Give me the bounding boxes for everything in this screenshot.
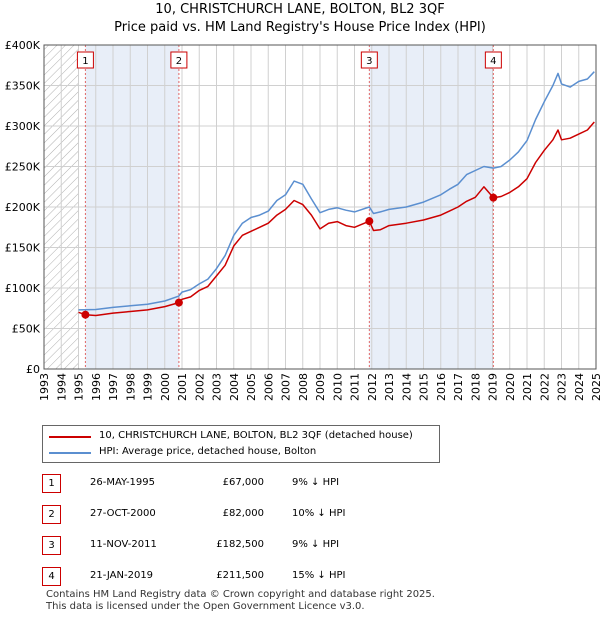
transaction-label-box: [170, 51, 188, 69]
x-tick-label: 1997: [107, 373, 120, 401]
x-tick-label: 2024: [573, 373, 586, 401]
transaction-row: 2 27-OCT-2000 £82,000 10% ↓ HPI: [42, 504, 402, 524]
sale-marker: [489, 193, 498, 202]
x-tick-label: 2018: [469, 373, 482, 401]
plot-border: [43, 44, 597, 370]
legend-swatch-property: [49, 436, 91, 438]
y-tick-label: £50K: [12, 323, 41, 336]
transaction-date: 21-JAN-2019: [90, 570, 154, 581]
x-tick-label: 2011: [349, 373, 362, 401]
footer-licence: This data is licensed under the Open Gov…: [46, 601, 365, 612]
transaction-row: 3 11-NOV-2011 £182,500 9% ↓ HPI: [42, 535, 402, 555]
transaction-number: 2: [42, 505, 61, 524]
legend: 10, CHRISTCHURCH LANE, BOLTON, BL2 3QF (…: [42, 425, 440, 463]
price-chart: 1 2 3 4 £0 £50K £100K £150K £200K £250K £300K £350…: [5, 39, 600, 401]
x-tick-label: 2008: [297, 373, 310, 401]
transaction-date: 26-MAY-1995: [90, 477, 156, 488]
y-tick-label: £200K: [5, 201, 41, 214]
transaction-number: 4: [42, 567, 61, 586]
sale-marker: [365, 217, 374, 226]
transaction-label-box: [360, 51, 378, 69]
x-tick-label: 2005: [245, 373, 258, 401]
transaction-row: 4 21-JAN-2019 £211,500 15% ↓ HPI: [42, 566, 402, 586]
y-tick-label: £150K: [5, 242, 41, 255]
x-tick-label: 2025: [590, 373, 600, 401]
legend-label-hpi: HPI: Average price, detached house, Bolt…: [99, 446, 317, 457]
transaction-label-box: [76, 51, 94, 69]
sale-marker: [174, 298, 183, 307]
x-tick-label: 2004: [228, 373, 241, 401]
transaction-label: 4: [490, 56, 496, 67]
sale-marker: [81, 310, 90, 319]
transaction-price: £211,500: [216, 570, 264, 581]
x-tick-label: 2002: [193, 373, 206, 401]
x-tick-label: 2022: [538, 373, 551, 401]
x-tick-label: 2013: [383, 373, 396, 401]
transaction-hpi-diff: 15% ↓ HPI: [292, 570, 346, 581]
x-tick-label: 2017: [452, 373, 465, 401]
legend-swatch-hpi: [49, 452, 91, 454]
property-series-line: [78, 121, 595, 317]
transaction-hpi-diff: 9% ↓ HPI: [292, 477, 340, 488]
x-tick-label: 2009: [314, 373, 327, 401]
transaction-number: 1: [42, 474, 61, 493]
x-tick-label: 1998: [124, 373, 137, 401]
x-tick-label: 2019: [487, 373, 500, 401]
transaction-date: 11-NOV-2011: [90, 539, 157, 550]
x-tick-label: 2015: [418, 373, 431, 401]
transaction-date: 27-OCT-2000: [90, 508, 156, 519]
x-tick-label: 2003: [211, 373, 224, 401]
transaction-label: 2: [176, 56, 182, 67]
x-tick-label: 2020: [504, 373, 517, 401]
x-tick-label: 1996: [90, 373, 103, 401]
x-tick-label: 2012: [366, 373, 379, 401]
x-tick-label: 1995: [73, 373, 86, 401]
x-tick-label: 2023: [556, 373, 569, 401]
transaction-price: £67,000: [222, 477, 264, 488]
x-tick-label: 1999: [142, 373, 155, 401]
transaction-hpi-diff: 10% ↓ HPI: [292, 508, 346, 519]
transaction-hpi-diff: 9% ↓ HPI: [292, 539, 340, 550]
transaction-price: £82,000: [222, 508, 264, 519]
x-tick-label: 2001: [176, 373, 189, 401]
y-tick-label: £0: [26, 363, 40, 376]
x-tick-label: 2000: [159, 373, 172, 401]
transaction-row: 1 26-MAY-1995 £67,000 9% ↓ HPI: [42, 473, 402, 493]
y-tick-label: £300K: [5, 120, 41, 133]
transaction-label: 1: [82, 56, 88, 67]
x-tick-label: 2014: [400, 373, 413, 401]
x-tick-label: 2006: [262, 373, 275, 401]
legend-label-property: 10, CHRISTCHURCH LANE, BOLTON, BL2 3QF (…: [99, 430, 413, 441]
x-tick-label: 2021: [521, 373, 534, 401]
x-tick-label: 1993: [38, 373, 51, 401]
x-tick-label: 2016: [435, 373, 448, 401]
hpi-series-line: [78, 71, 595, 311]
y-tick-label: £400K: [5, 39, 41, 52]
x-tick-label: 1994: [55, 373, 68, 401]
y-tick-label: £250K: [5, 161, 41, 174]
transaction-number: 3: [42, 536, 61, 555]
transaction-label: 3: [366, 56, 372, 67]
x-tick-label: 2010: [331, 373, 344, 401]
chart-subtitle: Price paid vs. HM Land Registry's House …: [114, 20, 486, 35]
x-tick-label: 2007: [280, 373, 293, 401]
footer-copyright: Contains HM Land Registry data © Crown c…: [46, 589, 435, 600]
transaction-label-box: [484, 51, 502, 69]
transaction-price: £182,500: [216, 539, 264, 550]
chart-title: 10, CHRISTCHURCH LANE, BOLTON, BL2 3QF: [155, 2, 445, 17]
y-tick-label: £100K: [5, 282, 41, 295]
y-tick-label: £350K: [5, 80, 41, 93]
